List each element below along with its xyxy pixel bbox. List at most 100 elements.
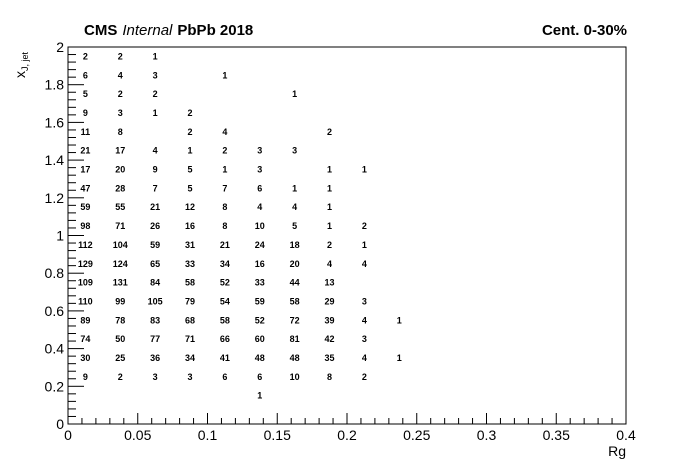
cell-value: 68 <box>185 315 195 325</box>
cell-value: 1 <box>222 165 227 175</box>
cell-value: 74 <box>80 334 90 344</box>
cell-value: 105 <box>148 296 163 306</box>
tick-marks <box>67 46 627 425</box>
cell-value: 109 <box>78 278 93 288</box>
cell-value: 3 <box>188 372 193 382</box>
cell-value: 3 <box>153 70 158 80</box>
cell-value: 1 <box>292 183 297 193</box>
cell-value: 4 <box>222 127 227 137</box>
cell-value: 66 <box>220 334 230 344</box>
y-tick-label: 0.4 <box>45 341 65 357</box>
cell-value: 48 <box>290 353 300 363</box>
cell-value: 72 <box>290 315 300 325</box>
x-tick-label: 0.05 <box>124 427 151 443</box>
cell-value: 6 <box>257 183 262 193</box>
y-tick-label: 0.6 <box>45 303 65 319</box>
cell-value: 2 <box>222 146 227 156</box>
cell-value: 112 <box>78 240 93 250</box>
cell-value: 55 <box>115 202 125 212</box>
cell-value: 52 <box>220 278 230 288</box>
x-tick-label: 0.2 <box>337 427 357 443</box>
cell-value: 41 <box>220 353 230 363</box>
cell-value: 78 <box>115 315 125 325</box>
y-axis-label-main: x <box>12 71 28 78</box>
cell-value: 20 <box>115 165 125 175</box>
cell-value: 6 <box>83 70 88 80</box>
cell-value: 3 <box>362 296 367 306</box>
cell-value: 29 <box>325 296 335 306</box>
cell-value: 79 <box>185 296 195 306</box>
cell-value: 59 <box>255 296 265 306</box>
x-axis-label: Rg <box>608 443 626 459</box>
cell-value: 1 <box>257 391 262 401</box>
cell-value: 6 <box>222 372 227 382</box>
cell-value: 47 <box>80 183 90 193</box>
cell-value: 71 <box>115 221 125 231</box>
cell-value: 58 <box>220 315 230 325</box>
cell-value: 20 <box>290 259 300 269</box>
cell-value: 5 <box>188 183 193 193</box>
cell-value: 4 <box>257 202 262 212</box>
cell-value: 17 <box>80 165 90 175</box>
cell-value: 34 <box>185 353 195 363</box>
cell-value: 81 <box>290 334 300 344</box>
cell-value: 1 <box>327 202 332 212</box>
cell-value: 124 <box>113 259 128 269</box>
cell-values: 2 2 16 4 3 15 2 2 19 3 1 211 8 2 4 221 17 4 1 2 3 317 20 9 5 1 3 1 1… <box>78 51 402 400</box>
cell-value: 1 <box>327 183 332 193</box>
x-tick-label: 0 <box>64 427 72 443</box>
cell-value: 7 <box>222 183 227 193</box>
cell-value: 1 <box>397 353 402 363</box>
cell-value: 34 <box>220 259 230 269</box>
y-tick-label: 0.2 <box>45 378 65 394</box>
cell-value: 4 <box>153 146 158 156</box>
cell-value: 8 <box>222 202 227 212</box>
cell-value: 2 <box>327 240 332 250</box>
status-label: Internal <box>122 22 173 39</box>
cell-value: 4 <box>362 353 367 363</box>
cell-value: 4 <box>362 315 367 325</box>
cell-value: 1 <box>327 221 332 231</box>
plot-frame <box>67 46 627 425</box>
cell-value: 9 <box>83 372 88 382</box>
cell-value: 9 <box>83 108 88 118</box>
x-tick-label: 0.4 <box>616 427 636 443</box>
cell-value: 4 <box>292 202 297 212</box>
cell-value: 21 <box>80 146 90 156</box>
y-tick-label: 0 <box>56 416 64 432</box>
cell-value: 42 <box>325 334 335 344</box>
y-axis-label: xJ, jet <box>12 51 30 78</box>
cell-value: 50 <box>115 334 125 344</box>
cell-value: 77 <box>150 334 160 344</box>
cell-value: 11 <box>81 127 91 137</box>
cell-value: 2 <box>188 108 193 118</box>
cell-value: 2 <box>362 372 367 382</box>
cell-value: 5 <box>292 221 297 231</box>
cell-value: 131 <box>113 278 128 288</box>
cell-value: 24 <box>255 240 265 250</box>
cell-value: 2 <box>188 127 193 137</box>
cell-value: 7 <box>153 183 158 193</box>
cell-value: 1 <box>222 70 227 80</box>
cell-value: 83 <box>150 315 160 325</box>
experiment-label: CMS <box>84 22 118 39</box>
cell-value: 65 <box>150 259 160 269</box>
cell-value: 89 <box>80 315 90 325</box>
cell-value: 1 <box>188 146 193 156</box>
cell-value: 4 <box>118 70 123 80</box>
cell-value: 2 <box>118 51 123 61</box>
cell-value: 35 <box>325 353 335 363</box>
cell-value: 30 <box>80 353 90 363</box>
cell-value: 59 <box>150 240 160 250</box>
cell-value: 1 <box>397 315 402 325</box>
cell-value: 33 <box>255 278 265 288</box>
cell-value: 10 <box>255 221 265 231</box>
cell-value: 3 <box>153 372 158 382</box>
cell-value: 52 <box>255 315 265 325</box>
axes <box>67 46 627 425</box>
cell-value: 8 <box>118 127 123 137</box>
x-tick-label: 0.15 <box>264 427 291 443</box>
y-tick-label: 1 <box>56 228 64 244</box>
cell-value: 1 <box>362 165 367 175</box>
